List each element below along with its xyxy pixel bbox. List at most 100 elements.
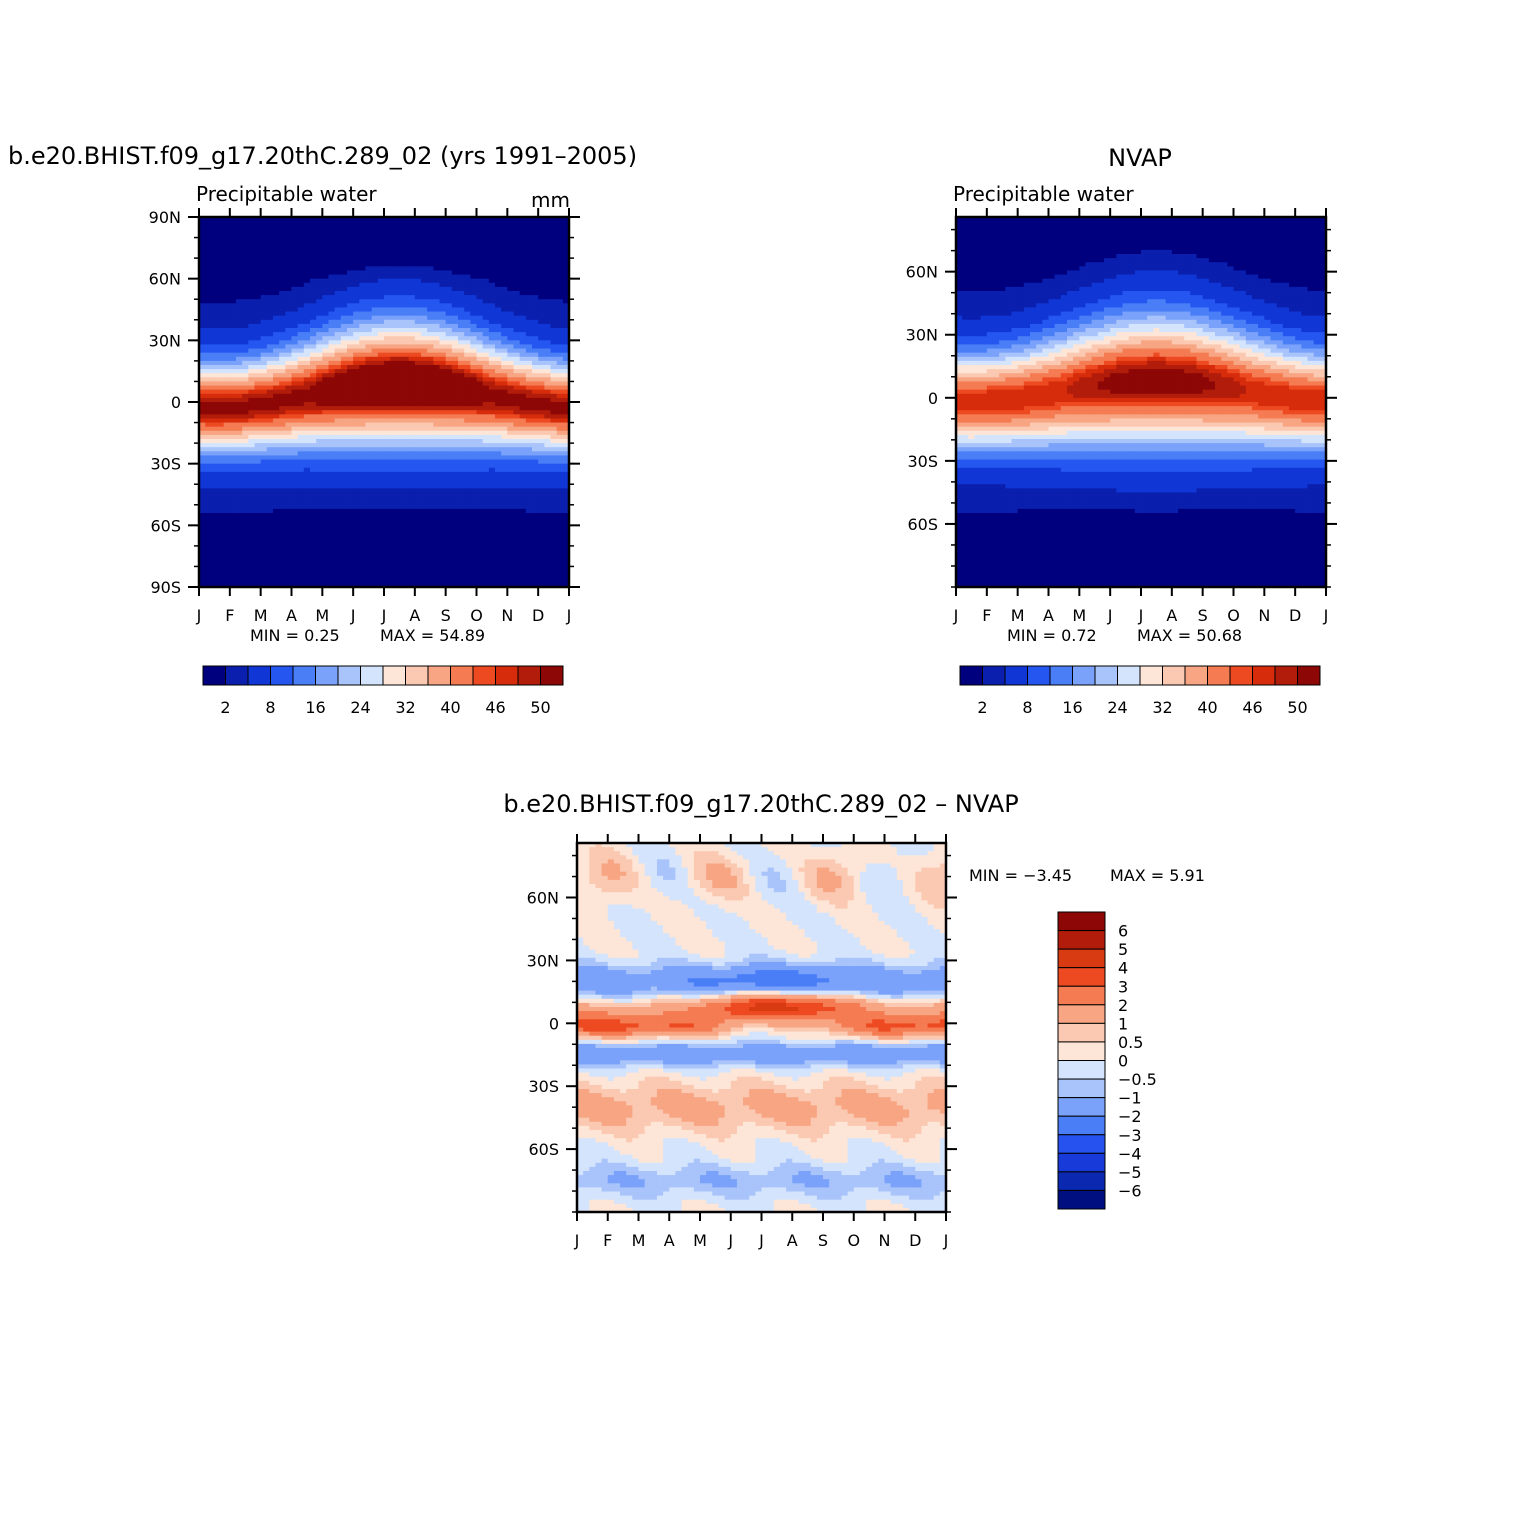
field-cell xyxy=(291,352,299,358)
field-cell xyxy=(377,233,385,239)
field-cell xyxy=(303,348,311,354)
field-cell xyxy=(279,282,286,288)
field-cell xyxy=(476,311,484,317)
field-cell xyxy=(199,397,206,403)
field-cell xyxy=(445,463,453,469)
field-cell xyxy=(211,430,219,436)
field-cell xyxy=(279,381,286,387)
field-cell xyxy=(414,554,422,559)
field-cell xyxy=(205,488,212,494)
field-cell xyxy=(482,455,490,461)
field-cell xyxy=(273,397,280,403)
field-cell xyxy=(550,336,558,341)
field-cell xyxy=(211,233,219,239)
field-cell xyxy=(328,249,336,255)
field-cell xyxy=(229,459,237,465)
field-cell xyxy=(550,406,558,411)
field-cell xyxy=(439,249,447,255)
field-cell xyxy=(285,365,293,370)
field-cell xyxy=(199,241,206,247)
field-cell xyxy=(322,299,330,304)
field-cell xyxy=(495,480,502,485)
field-cell xyxy=(427,476,434,481)
field-cell xyxy=(254,328,262,333)
field-cell xyxy=(236,517,243,522)
field-cell xyxy=(433,365,441,370)
field-cell xyxy=(291,471,299,477)
field-cell xyxy=(205,381,212,387)
field-cell xyxy=(414,521,422,526)
field-cell xyxy=(519,484,527,489)
field-cell xyxy=(556,385,564,391)
field-cell xyxy=(359,356,367,362)
field-cell xyxy=(482,525,490,531)
field-cell xyxy=(556,508,564,514)
field-cell xyxy=(316,451,323,457)
field-cell xyxy=(396,262,404,267)
field-cell xyxy=(359,492,367,498)
field-cell xyxy=(408,541,416,547)
field-cell xyxy=(495,381,502,387)
field-cell xyxy=(525,504,533,510)
field-cell xyxy=(377,266,385,272)
field-cell xyxy=(476,233,484,239)
field-cell xyxy=(396,270,404,276)
field-cell xyxy=(421,525,428,531)
field-cell xyxy=(211,422,219,428)
field-cell xyxy=(242,237,249,243)
field-cell xyxy=(322,525,330,531)
field-cell xyxy=(421,484,428,489)
field-cell xyxy=(544,434,552,440)
field-cell xyxy=(365,315,373,321)
field-cell xyxy=(538,500,545,506)
field-cell xyxy=(495,249,502,255)
field-cell xyxy=(427,554,434,559)
field-cell xyxy=(525,274,533,280)
field-cell xyxy=(328,476,336,481)
field-cell xyxy=(322,360,330,366)
field-cell xyxy=(556,443,564,448)
field-cell xyxy=(199,513,206,518)
field-cell xyxy=(525,241,533,247)
field-cell xyxy=(316,402,323,407)
field-cell xyxy=(279,480,286,485)
field-cell xyxy=(217,525,225,531)
field-cell xyxy=(334,266,342,272)
field-cell xyxy=(507,274,515,280)
field-cell xyxy=(495,439,502,444)
field-cell xyxy=(408,245,416,251)
field-cell xyxy=(303,299,311,304)
field-cell xyxy=(525,377,533,383)
field-cell xyxy=(316,385,323,391)
field-cell xyxy=(421,348,428,354)
field-cell xyxy=(205,356,212,362)
field-cell xyxy=(273,467,280,473)
field-cell xyxy=(544,508,552,514)
field-cell xyxy=(303,414,311,420)
field-cell xyxy=(365,521,373,526)
field-cell xyxy=(273,439,280,444)
field-cell xyxy=(439,508,447,514)
field-cell xyxy=(285,550,293,555)
field-cell xyxy=(538,521,545,526)
field-cell xyxy=(433,336,441,341)
field-cell xyxy=(291,447,299,452)
field-cell xyxy=(199,554,206,559)
field-cell xyxy=(396,537,404,543)
field-cell xyxy=(470,426,478,432)
field-cell xyxy=(513,545,521,551)
field-cell xyxy=(476,328,484,333)
field-cell xyxy=(347,447,354,452)
field-cell xyxy=(334,434,342,440)
field-cell xyxy=(322,278,330,284)
field-cell xyxy=(562,426,570,432)
field-cell xyxy=(427,397,434,403)
field-cell xyxy=(248,389,256,395)
field-cell xyxy=(303,237,311,243)
field-cell xyxy=(507,323,515,329)
field-cell xyxy=(310,500,317,506)
field-cell xyxy=(464,455,471,461)
field-cell xyxy=(334,217,342,222)
field-cell xyxy=(266,315,274,321)
field-cell xyxy=(229,508,237,514)
